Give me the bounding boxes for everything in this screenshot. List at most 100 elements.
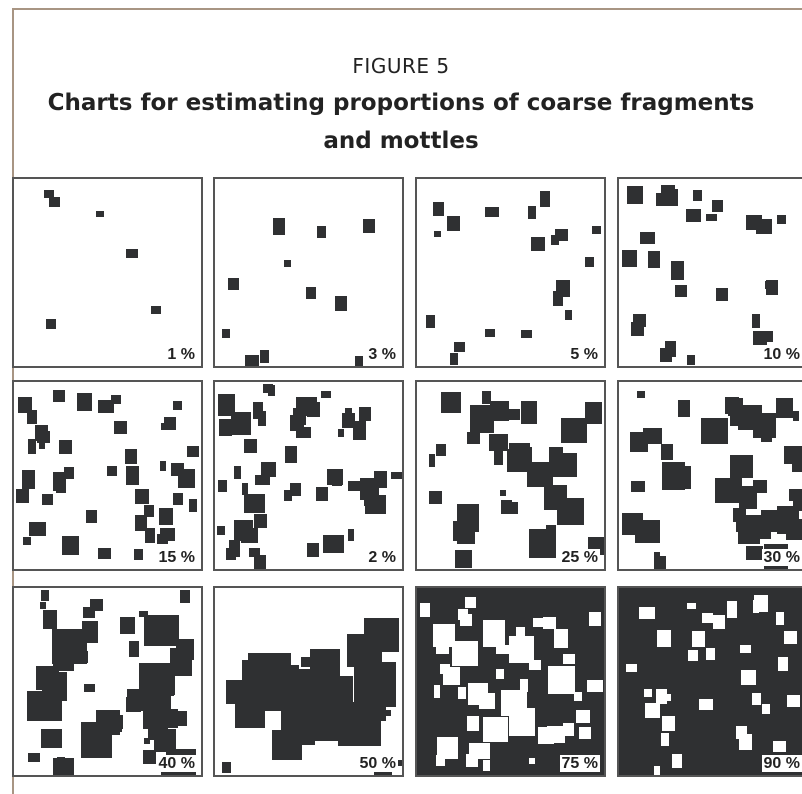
fragment-block <box>151 702 159 709</box>
fragment-block <box>434 231 441 237</box>
chart-panel-2: 3 % <box>213 177 404 368</box>
fragment-block <box>143 750 156 764</box>
fragment-block <box>273 218 285 235</box>
fragment-block <box>39 440 45 449</box>
fragment-block <box>218 480 227 492</box>
chart-panel-3: 5 % <box>415 177 606 368</box>
fragment-block <box>98 400 114 413</box>
fragment-block <box>114 421 127 434</box>
fragment-block <box>490 401 509 421</box>
fragment-block <box>260 350 269 363</box>
fragment-block <box>671 261 684 280</box>
fragment-block <box>30 696 51 712</box>
fragment-block <box>469 743 490 759</box>
fragment-block <box>635 520 660 543</box>
percent-label: 10 % <box>761 346 802 363</box>
fragment-block <box>290 483 301 496</box>
pattern-8 <box>619 382 802 569</box>
fragment-block <box>52 629 87 664</box>
fragment-block <box>551 235 559 245</box>
fragment-block <box>41 729 62 748</box>
fragment-block <box>777 215 786 224</box>
fragment-block <box>587 680 603 692</box>
fragment-block <box>637 391 645 398</box>
fragment-block <box>335 296 347 311</box>
fragment-block <box>640 232 655 244</box>
fragment-block <box>364 618 399 652</box>
fragment-block <box>702 613 713 623</box>
fragment-block <box>433 624 455 647</box>
fragment-block <box>429 491 442 504</box>
fragment-block <box>229 540 240 557</box>
pattern-7 <box>417 382 604 569</box>
fragment-block <box>126 249 138 258</box>
fragment-block <box>483 620 505 647</box>
fragment-block <box>111 395 121 404</box>
fragment-block <box>18 397 32 413</box>
fragment-block <box>778 657 788 671</box>
fragment-block <box>501 500 512 514</box>
fragment-block <box>29 522 46 536</box>
fragment-block <box>77 393 92 411</box>
fragment-block <box>173 401 182 410</box>
fragment-block <box>323 535 344 553</box>
fragment-block <box>40 602 46 609</box>
percent-label: 2 % <box>366 549 398 566</box>
chart-panel-8: 30 % <box>617 380 802 571</box>
percent-label: 25 % <box>559 549 600 566</box>
fragment-block <box>509 636 534 663</box>
fragment-block <box>56 483 66 493</box>
fragment-block <box>436 755 445 766</box>
fragment-block <box>556 280 570 297</box>
fragment-block <box>217 526 225 535</box>
fragment-block <box>84 684 95 692</box>
fragment-block <box>173 493 183 505</box>
fragment-block <box>675 285 687 297</box>
fragment-block <box>563 654 575 664</box>
fragment-block <box>359 407 371 421</box>
fragment-block <box>509 409 520 420</box>
fragment-block <box>752 693 761 705</box>
fragment-block <box>126 466 139 485</box>
fragment-block <box>661 444 673 460</box>
fragment-block <box>753 480 767 493</box>
fragment-block <box>218 394 235 416</box>
fragment-block <box>152 616 177 638</box>
chart-panel-5: 15 % <box>12 380 203 571</box>
pattern-3 <box>417 179 604 366</box>
fragment-block <box>661 185 675 199</box>
fragment-block <box>688 650 698 661</box>
fragment-block <box>391 472 402 479</box>
fragment-block <box>22 470 35 489</box>
fragment-block <box>529 758 535 764</box>
fragment-block <box>151 306 161 314</box>
fragment-block <box>342 413 355 428</box>
fragment-block <box>741 468 752 475</box>
fragment-block <box>626 664 637 672</box>
fragment-block <box>784 631 797 644</box>
fragment-block <box>496 645 509 654</box>
fragment-block <box>561 418 587 443</box>
fragment-block <box>164 417 176 430</box>
percent-label: 1 % <box>165 346 197 363</box>
fragment-block <box>531 237 545 251</box>
fragment-block <box>321 391 331 398</box>
fragment-block <box>244 494 265 513</box>
fragment-block <box>242 483 248 495</box>
fragment-block <box>144 738 150 744</box>
fragment-block <box>129 641 139 657</box>
fragment-block <box>528 206 536 219</box>
fragment-block <box>316 487 328 501</box>
fragment-block <box>576 710 590 723</box>
fragment-block <box>385 710 391 716</box>
pattern-6 <box>215 382 402 569</box>
fragment-block <box>549 447 563 462</box>
fragment-block <box>678 400 690 417</box>
fragment-block <box>363 219 375 233</box>
fragment-block <box>507 502 518 514</box>
fragment-block <box>145 528 155 543</box>
fragment-block <box>701 418 728 444</box>
fragment-block <box>231 412 251 435</box>
fragment-block <box>585 402 602 424</box>
